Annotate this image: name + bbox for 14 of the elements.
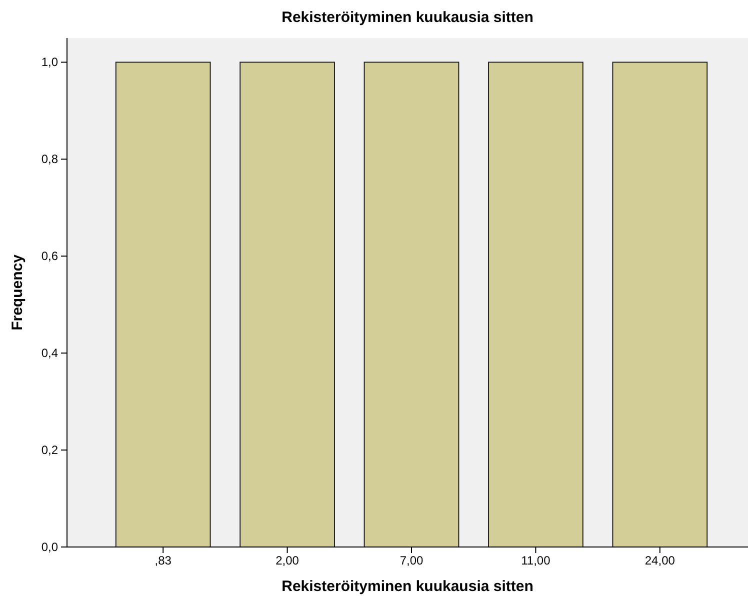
x-tick-label: ,83	[154, 554, 172, 568]
y-tick-label: 0,8	[41, 152, 58, 166]
y-tick-label: 0,0	[41, 540, 58, 554]
y-tick-label: 0,2	[41, 442, 58, 457]
y-tick-label: 0,6	[41, 248, 58, 263]
x-tick-label: 2,00	[276, 554, 300, 568]
chart-title: Rekisteröityminen kuukausia sitten	[282, 9, 534, 26]
y-tick-label: 1,0	[41, 55, 58, 70]
y-tick-label: 0,4	[41, 346, 58, 360]
x-tick-label: 7,00	[400, 554, 424, 568]
x-tick-label: 24,00	[644, 554, 676, 568]
x-tick-label: 11,00	[521, 554, 551, 568]
y-axis-title: Frequency	[9, 254, 26, 330]
x-axis-title: Rekisteröityminen kuukausia sitten	[282, 578, 534, 595]
